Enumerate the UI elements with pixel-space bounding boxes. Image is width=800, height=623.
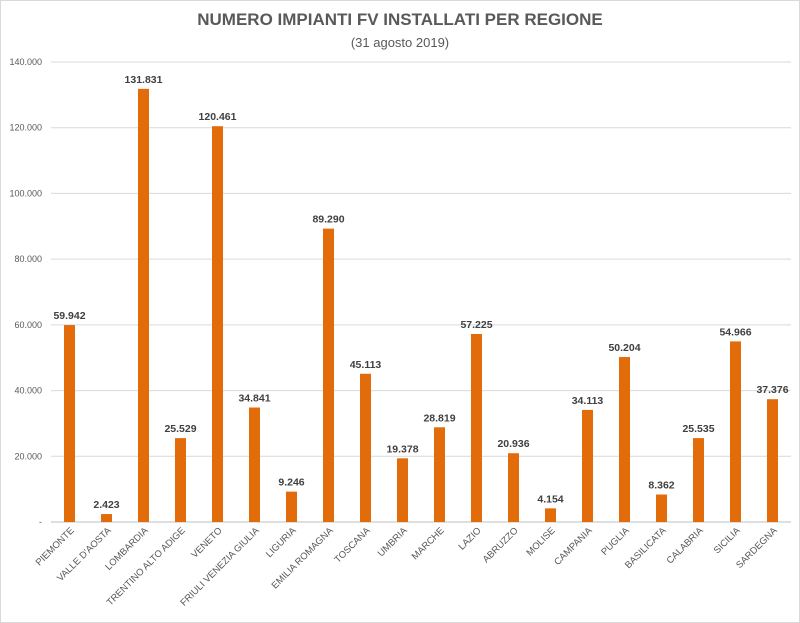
bar <box>730 341 741 522</box>
chart-title: NUMERO IMPIANTI FV INSTALLATI PER REGION… <box>197 10 603 29</box>
x-tick-label: TRENTINO ALTO ADIGE <box>105 525 188 608</box>
data-label: 34.841 <box>238 393 270 405</box>
x-tick-label: LIGURIA <box>264 525 299 560</box>
x-tick-label: TOSCANA <box>332 525 373 566</box>
data-label: 4.154 <box>537 493 563 505</box>
bar <box>64 325 75 522</box>
data-label: 37.376 <box>756 384 788 396</box>
x-tick-label: EMILIA ROMAGNA <box>270 525 336 591</box>
bar <box>656 494 667 522</box>
data-label: 19.378 <box>386 443 418 455</box>
bar <box>619 357 630 522</box>
y-tick-label: 80.000 <box>14 254 42 264</box>
x-tick-label: PUGLIA <box>599 525 632 558</box>
bar <box>360 373 371 522</box>
bar <box>323 228 334 522</box>
data-label: 57.225 <box>460 319 492 331</box>
bar <box>471 333 482 522</box>
bar <box>582 409 593 522</box>
bar <box>545 508 556 522</box>
x-tick-label: ABRUZZO <box>481 525 521 565</box>
y-tick-label: 40.000 <box>14 386 42 396</box>
data-label: 59.942 <box>53 310 85 322</box>
data-label: 50.204 <box>608 342 640 354</box>
data-label: 28.819 <box>423 412 455 424</box>
data-label: 8.362 <box>648 480 674 492</box>
data-label: 9.246 <box>278 477 304 489</box>
bar <box>434 427 445 522</box>
x-tick-label: UMBRIA <box>376 525 410 559</box>
bar <box>138 88 149 522</box>
x-tick-label: CAMPANIA <box>552 525 595 568</box>
y-tick-label: 100.000 <box>9 188 42 198</box>
y-tick-label: 60.000 <box>14 320 42 330</box>
bar <box>693 438 704 522</box>
data-label: 34.113 <box>572 395 604 407</box>
y-tick-label: - <box>39 517 42 527</box>
data-label: 54.966 <box>719 326 751 338</box>
data-label: 131.831 <box>125 74 163 86</box>
data-label: 45.113 <box>350 359 382 371</box>
y-tick-label: 120.000 <box>9 123 42 133</box>
data-label: 25.529 <box>164 423 196 435</box>
x-tick-label: MARCHE <box>410 525 447 562</box>
bar <box>101 514 112 522</box>
x-tick-label: LAZIO <box>456 525 483 552</box>
x-tick-label: VENETO <box>189 525 224 560</box>
bar <box>508 453 519 522</box>
data-label: 120.461 <box>199 111 237 123</box>
data-label: 20.936 <box>497 438 529 450</box>
x-tick-label: MOLISE <box>524 525 557 558</box>
chart-subtitle: (31 agosto 2019) <box>350 35 450 50</box>
bar <box>175 438 186 522</box>
x-tick-label: CALABRIA <box>665 525 706 566</box>
y-tick-label: 140.000 <box>9 57 42 67</box>
bar <box>212 126 223 522</box>
bar <box>397 458 408 522</box>
data-label: 2.423 <box>93 499 119 511</box>
bar <box>286 491 297 522</box>
y-tick-label: 20.000 <box>14 451 42 461</box>
data-label: 25.535 <box>682 423 714 435</box>
data-label: 89.290 <box>312 214 344 226</box>
x-tick-label: SICILIA <box>712 525 743 556</box>
bar <box>249 407 260 522</box>
bar <box>767 399 778 522</box>
